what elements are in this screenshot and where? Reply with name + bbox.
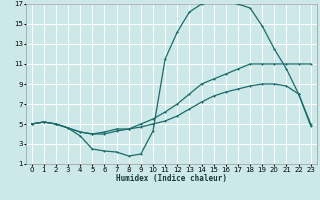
X-axis label: Humidex (Indice chaleur): Humidex (Indice chaleur) <box>116 174 227 183</box>
